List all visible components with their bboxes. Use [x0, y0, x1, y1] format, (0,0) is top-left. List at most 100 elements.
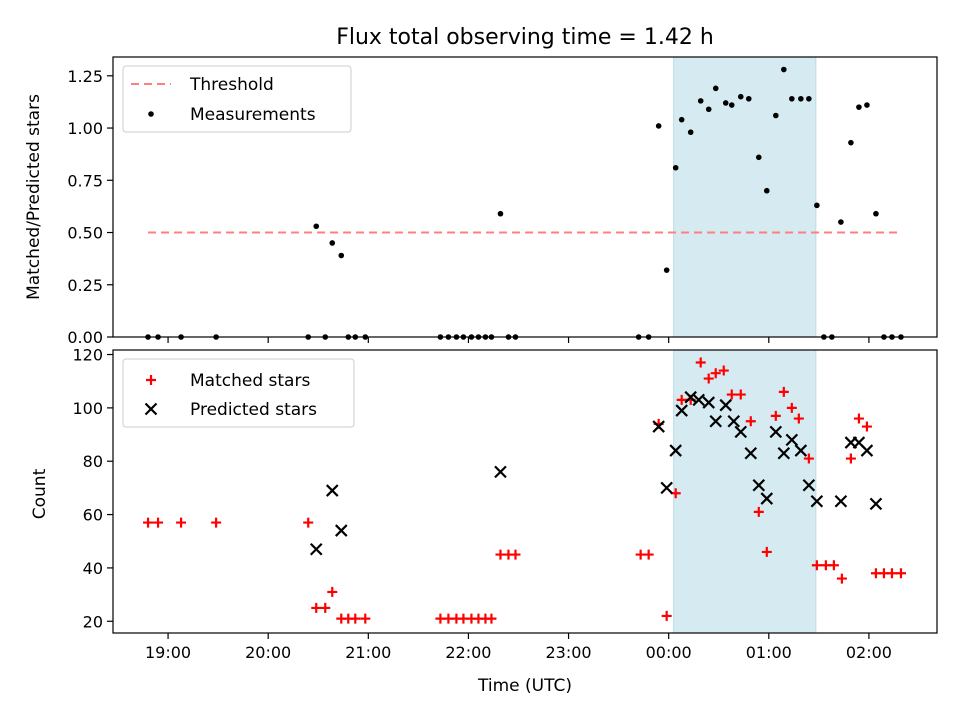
matched-star-point: [786, 402, 797, 413]
matched-star-point: [811, 560, 822, 571]
measurement-point: [773, 112, 779, 119]
matched-star-point: [845, 453, 856, 464]
matched-star-point: [853, 413, 864, 424]
predicted-star-point: [734, 425, 748, 439]
top-plot: 0.00 0.25 0.50 0.75 1.00 1.25 Threshold Measure…: [67, 56, 938, 347]
legend-matched-label: Matched stars: [190, 371, 310, 391]
predicted-star-point: [494, 465, 507, 479]
measurement-point: [313, 223, 320, 230]
measurement-point: [338, 252, 345, 259]
legend-threshold-label: Threshold: [189, 75, 274, 95]
measurement-point: [856, 104, 862, 110]
matched-star-point: [153, 517, 164, 528]
measurement-point: [737, 93, 744, 100]
bottom-x-tick-label: 23:00: [545, 643, 591, 662]
predicted-star-point: [325, 484, 339, 497]
predicted-star-point: [860, 444, 874, 457]
top-frame: [112, 56, 938, 338]
legend-frame: [122, 65, 352, 133]
predicted-star-point: [777, 446, 791, 460]
predicted-star-point: [684, 390, 697, 404]
matched-star-point: [886, 568, 897, 579]
matched-star-point: [695, 357, 706, 368]
predicted-star-point: [709, 414, 723, 428]
top-y-tick-label: 0.25: [67, 276, 103, 295]
predicted-star-point: [719, 398, 733, 412]
bottom-x-tick-label: 22:00: [445, 643, 491, 662]
predicted-star-point: [802, 478, 816, 492]
predicted-star-point: [869, 497, 883, 511]
top-y-tick-label: 1.25: [67, 67, 103, 86]
measurement-point: [728, 102, 735, 108]
measurement-point: [745, 95, 752, 102]
matched-star-point: [726, 389, 737, 400]
matched-star-point: [718, 365, 729, 376]
matched-star-point: [311, 602, 322, 613]
measurement-point: [838, 219, 844, 225]
matched-star-point: [350, 613, 361, 624]
matched-star-point: [703, 373, 714, 384]
top-y-tick-label: 0.75: [67, 171, 103, 190]
bottom-x-tick-label: 02:00: [846, 643, 892, 662]
matched-star-point: [510, 549, 521, 560]
measurement-point: [873, 210, 879, 217]
measurement-point: [763, 187, 770, 194]
measurement-point: [697, 98, 704, 104]
predicted-star-point: [702, 396, 716, 409]
matched-star-point: [643, 549, 654, 560]
matched-star-point: [486, 613, 497, 624]
matched-star-point: [793, 413, 804, 424]
bottom-y-tick-label: 80: [83, 452, 103, 471]
predicted-star-point: [309, 542, 323, 556]
measurement-point: [329, 240, 336, 246]
measurement-point: [687, 129, 694, 136]
measurement-point: [672, 164, 679, 171]
bottom-frame: [112, 349, 938, 634]
matched-star-point: [143, 517, 154, 528]
measurement-point: [781, 66, 787, 73]
legend-predicted-swatch: [144, 402, 158, 416]
predicted-star-point: [760, 492, 774, 505]
bottom-x-tick-label: 19:00: [145, 643, 191, 662]
predicted-star-point: [675, 404, 688, 417]
matched-star-point: [828, 560, 839, 571]
predicted-star-point: [810, 494, 824, 508]
top-chart-title: Flux total observing time = 1.42 h: [336, 25, 714, 50]
predicted-star-point: [834, 494, 848, 508]
top-y-tick-label: 0.50: [67, 224, 103, 243]
matched-star-point: [745, 416, 756, 427]
bottom-x-tick-label: 21:00: [345, 643, 391, 662]
predicted-star-point: [744, 446, 758, 460]
bottom-y-tick-label: 60: [83, 506, 103, 525]
legend-measurements-swatch: [148, 111, 154, 117]
legend-frame: [122, 358, 355, 428]
legend-matched-swatch: [146, 375, 156, 385]
measurement-point: [712, 85, 719, 92]
matched-star-point: [303, 517, 314, 528]
predicted-star-point: [727, 414, 741, 428]
bottom-y-tick-label: 40: [83, 559, 103, 578]
matched-star-point: [676, 394, 687, 405]
measurement-point: [848, 139, 854, 146]
predicted-star-point: [692, 393, 705, 407]
measurement-point: [655, 123, 662, 129]
bottom-y-tick-label: 100: [72, 399, 103, 418]
predicted-star-point: [794, 444, 808, 457]
matched-star-point: [836, 573, 847, 584]
top-y-axis-label: Matched/Predicted stars: [24, 94, 44, 300]
predicted-star-point: [652, 420, 665, 433]
measurement-point: [663, 267, 670, 273]
measurement-point: [678, 116, 685, 123]
bottom-y-tick-label: 20: [83, 612, 103, 631]
predicted-star-point: [785, 433, 799, 447]
bottom-x-tick-label: 00:00: [646, 643, 692, 662]
matched-star-point: [360, 613, 371, 624]
measurement-point: [755, 154, 762, 161]
matched-star-point: [803, 453, 814, 464]
matched-star-point: [176, 517, 187, 528]
matched-star-point: [211, 517, 222, 528]
predicted-star-point: [769, 425, 783, 439]
measurement-point: [789, 95, 795, 102]
matched-star-point: [710, 368, 721, 379]
